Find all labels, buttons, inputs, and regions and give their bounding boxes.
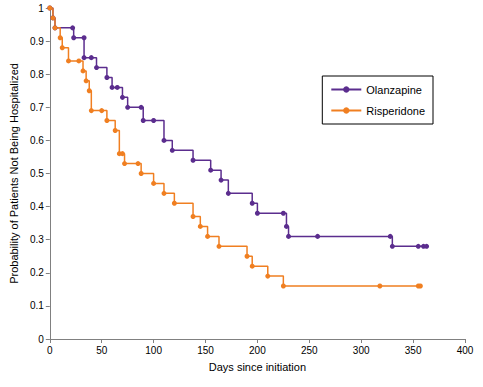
svg-text:50: 50 — [96, 345, 108, 356]
svg-text:Probability of Patients Not Be: Probability of Patients Not Being Hospit… — [8, 63, 20, 284]
svg-text:0.6: 0.6 — [30, 135, 44, 146]
svg-text:0.3: 0.3 — [30, 234, 44, 245]
svg-text:0.2: 0.2 — [30, 267, 44, 278]
svg-text:Olanzapine: Olanzapine — [366, 84, 422, 96]
svg-text:0.8: 0.8 — [30, 69, 44, 80]
svg-text:0.5: 0.5 — [30, 168, 44, 179]
svg-text:0.7: 0.7 — [30, 102, 44, 113]
svg-text:0.1: 0.1 — [30, 300, 44, 311]
svg-text:150: 150 — [197, 345, 214, 356]
svg-text:Days since initiation: Days since initiation — [209, 361, 306, 373]
svg-text:1: 1 — [38, 3, 44, 14]
svg-text:0: 0 — [47, 345, 53, 356]
svg-text:400: 400 — [457, 345, 474, 356]
svg-text:0.4: 0.4 — [30, 201, 44, 212]
svg-text:Risperidone: Risperidone — [366, 105, 425, 117]
svg-text:250: 250 — [301, 345, 318, 356]
svg-text:0.9: 0.9 — [30, 36, 44, 47]
svg-text:200: 200 — [249, 345, 266, 356]
svg-text:350: 350 — [405, 345, 422, 356]
svg-text:300: 300 — [353, 345, 370, 356]
svg-text:100: 100 — [145, 345, 162, 356]
svg-text:0: 0 — [38, 334, 44, 345]
